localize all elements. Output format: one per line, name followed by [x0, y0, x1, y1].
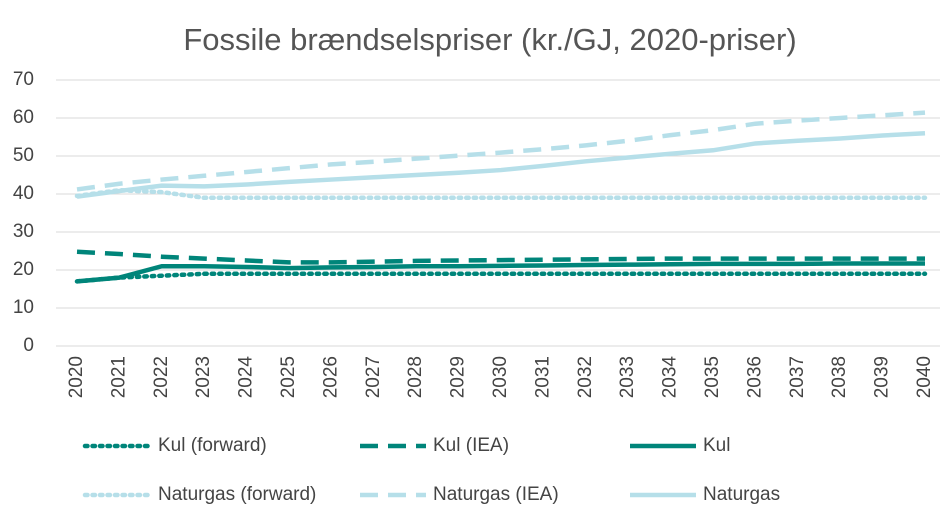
x-tick-label: 2033 [617, 356, 638, 398]
y-tick-label: 50 [13, 145, 34, 166]
legend-label: Naturgas [703, 484, 780, 505]
x-tick-label: 2028 [405, 356, 426, 398]
x-tick-label: 2034 [660, 356, 681, 399]
x-tick-label: 2020 [66, 356, 87, 398]
x-tick-label: 2038 [829, 356, 850, 398]
series-line [74, 187, 928, 201]
legend-label: Naturgas (IEA) [433, 484, 559, 505]
chart-title: Fossile brændselspriser (kr./GJ, 2020-pr… [183, 22, 796, 57]
x-tick-label: 2021 [108, 356, 129, 398]
y-tick-label: 0 [23, 335, 34, 356]
x-tick-label: 2026 [320, 356, 341, 398]
x-tick-label: 2039 [872, 356, 893, 398]
x-tick-label: 2027 [363, 356, 384, 398]
series-line [74, 271, 928, 284]
x-tick-label: 2035 [702, 356, 723, 398]
x-tick-label: 2023 [193, 356, 214, 398]
series-line [76, 261, 925, 284]
y-tick-label: 40 [13, 183, 34, 204]
x-tick-label: 2037 [787, 356, 808, 398]
legend-label: Kul [703, 435, 730, 456]
x-tick-label: 2024 [236, 356, 257, 399]
legend-label: Kul (IEA) [433, 435, 509, 456]
x-tick-label: 2030 [490, 356, 511, 398]
x-tick-label: 2022 [151, 356, 172, 398]
series-line [76, 110, 926, 192]
y-tick-label: 20 [13, 259, 34, 280]
legend-label: Kul (forward) [158, 435, 267, 456]
y-tick-label: 60 [13, 107, 34, 128]
y-tick-label: 10 [13, 297, 34, 318]
x-tick-label: 2031 [532, 356, 553, 398]
x-tick-label: 2025 [278, 356, 299, 398]
x-tick-label: 2032 [575, 356, 596, 398]
x-tick-label: 2040 [914, 356, 935, 398]
series-line [76, 130, 926, 199]
legend-label: Naturgas (forward) [158, 484, 316, 505]
x-tick-label: 2036 [744, 356, 765, 398]
y-tick-label: 30 [13, 221, 34, 242]
series-line [76, 249, 925, 265]
y-tick-label: 70 [13, 69, 34, 90]
x-tick-label: 2029 [448, 356, 469, 398]
